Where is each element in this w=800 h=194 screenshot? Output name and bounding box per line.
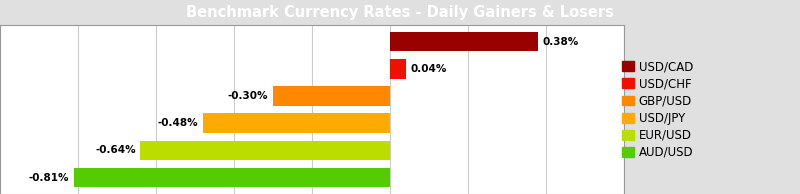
Bar bbox=[203, 113, 390, 133]
Text: -0.48%: -0.48% bbox=[158, 118, 198, 128]
Bar bbox=[390, 59, 406, 79]
Bar bbox=[273, 86, 390, 106]
Text: Benchmark Currency Rates - Daily Gainers & Losers: Benchmark Currency Rates - Daily Gainers… bbox=[186, 5, 614, 20]
Bar bbox=[74, 168, 390, 187]
Bar bbox=[141, 141, 390, 160]
Text: -0.81%: -0.81% bbox=[29, 173, 70, 183]
Text: 0.04%: 0.04% bbox=[410, 64, 446, 74]
Text: 0.38%: 0.38% bbox=[543, 36, 579, 47]
Legend: USD/CAD, USD/CHF, GBP/USD, USD/JPY, EUR/USD, AUD/USD: USD/CAD, USD/CHF, GBP/USD, USD/JPY, EUR/… bbox=[621, 59, 694, 160]
Bar bbox=[390, 32, 538, 51]
Text: -0.30%: -0.30% bbox=[228, 91, 268, 101]
Text: -0.64%: -0.64% bbox=[95, 146, 136, 155]
